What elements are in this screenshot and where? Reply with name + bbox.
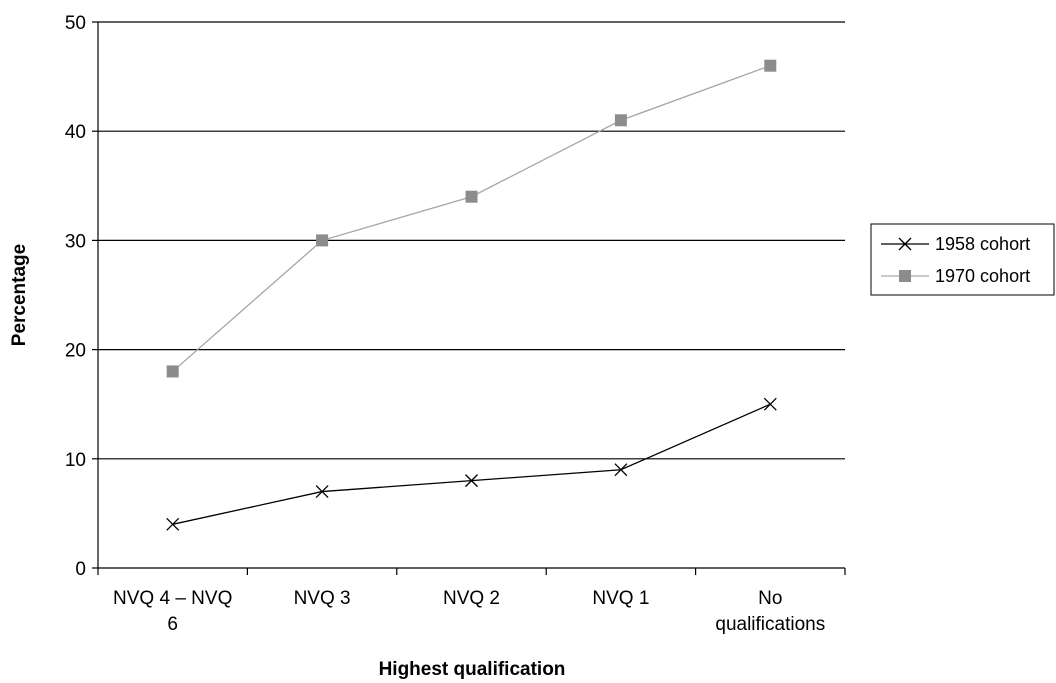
y-ticks: 0 10 20 30 40 50 [65, 13, 98, 580]
legend-item: 1970 cohort [881, 266, 1030, 286]
series-line [172, 403, 771, 525]
data-point [465, 474, 478, 488]
y-tick-label: 10 [65, 450, 86, 471]
legend-label: 1958 cohort [935, 234, 1030, 254]
y-axis-title: Percentage [9, 244, 30, 346]
x-ticks: NVQ 4 – NVQ 6 NVQ 3 NVQ 2 NVQ 1 No qualificati… [97, 568, 846, 635]
series-1 [166, 59, 777, 378]
x-tick-label-line: NVQ 3 [294, 588, 351, 609]
marker-stroke [315, 485, 329, 499]
x-axis-title: Highest qualification [379, 659, 566, 680]
data-point [316, 234, 329, 247]
marker-stroke [166, 517, 180, 531]
axes [97, 22, 845, 569]
data-point [166, 365, 179, 378]
data-point [614, 114, 627, 127]
y-tick-label: 20 [65, 341, 86, 362]
data-point [764, 59, 777, 72]
series-group [166, 59, 777, 531]
marker-stroke [614, 463, 628, 477]
gridlines [98, 21, 845, 460]
y-tick-label: 30 [65, 231, 86, 252]
x-tick-label: NVQ 3 [294, 588, 351, 609]
x-tick-label: NVQ 1 [592, 588, 649, 609]
y-tick-label: 40 [65, 122, 86, 143]
marker-stroke [898, 237, 912, 251]
data-point [315, 485, 329, 499]
marker-stroke [465, 474, 478, 488]
legend-marker [898, 237, 912, 251]
legend-label: 1970 cohort [935, 266, 1030, 286]
marker-stroke [763, 397, 777, 411]
series-0 [166, 397, 777, 531]
data-point [763, 397, 777, 411]
legend-item: 1958 cohort [881, 234, 1030, 254]
y-tick-label: 0 [75, 559, 86, 580]
data-point [166, 517, 180, 531]
data-point [465, 190, 478, 203]
x-tick-label-line: NVQ 1 [592, 588, 649, 609]
legend: 1958 cohort 1970 cohort [870, 223, 1055, 296]
series-line [172, 65, 771, 372]
data-point [614, 463, 628, 477]
y-tick-label: 50 [65, 13, 86, 34]
x-tick-label-line: NVQ 4 – NVQ [113, 588, 232, 609]
x-tick-label: No qualifications [715, 588, 825, 635]
legend-marker [899, 270, 911, 282]
legend-box [870, 223, 1055, 296]
x-tick-label-line: No [758, 588, 782, 609]
x-tick-label-line: 6 [167, 614, 178, 635]
x-tick-label: NVQ 4 – NVQ 6 [113, 588, 232, 635]
x-tick-label: NVQ 2 [443, 588, 500, 609]
x-tick-label-line: NVQ 2 [443, 588, 500, 609]
x-tick-label-line: qualifications [715, 614, 825, 635]
